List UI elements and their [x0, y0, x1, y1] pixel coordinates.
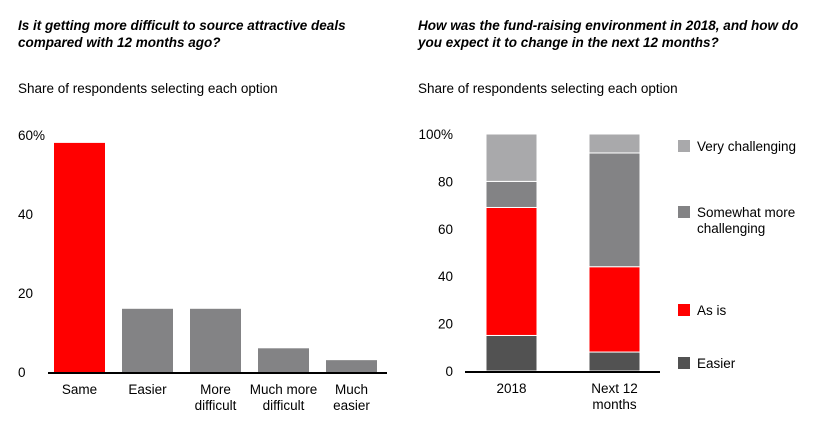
- left-x-tick-label: Same: [62, 382, 97, 397]
- right-y-tick-label: 20: [438, 317, 453, 332]
- left-y-tick-label: 40: [18, 207, 33, 222]
- left-x-tick-label: Easier: [128, 382, 167, 397]
- left-y-tick-label: 0: [18, 365, 26, 380]
- right-chart-title: How was the fund-raising environment in …: [418, 18, 799, 50]
- legend-label: challenging: [697, 221, 765, 236]
- left-bar: [54, 142, 105, 372]
- left-x-tick-label: difficult: [195, 398, 237, 413]
- legend-label: Easier: [697, 356, 736, 371]
- right-x-tick-label: Next 12: [591, 381, 638, 396]
- left-bar: [258, 348, 309, 372]
- legend-swatch: [678, 304, 690, 316]
- right-y-tick-label: 0: [445, 364, 453, 379]
- left-bar: [326, 360, 377, 372]
- right-x-tick-label: months: [592, 397, 637, 412]
- left-x-tick-label: difficult: [263, 398, 305, 413]
- legend-swatch: [678, 206, 690, 218]
- legend-swatch: [678, 140, 690, 152]
- right-stacked-segment: [485, 133, 538, 182]
- left-x-tick-label: Much more: [250, 382, 318, 397]
- right-stacked-segment: [588, 266, 641, 353]
- right-stacked-segment: [588, 351, 641, 372]
- right-stacked-segment: [588, 152, 641, 268]
- left-x-tick-label: easier: [333, 398, 370, 413]
- left-x-tick-label: Much: [335, 382, 368, 397]
- right-x-tick-label: 2018: [496, 381, 526, 396]
- left-bar: [122, 308, 173, 372]
- left-x-tick-label: More: [200, 382, 231, 397]
- right-y-tick-label: 100%: [418, 127, 453, 142]
- left-y-tick-label: 60%: [18, 128, 45, 143]
- legend-label: Somewhat more: [697, 205, 795, 220]
- left-bar: [190, 308, 241, 372]
- left-chart-subtitle: Share of respondents selecting each opti…: [18, 81, 278, 96]
- right-stacked-segment: [588, 133, 641, 154]
- right-y-tick-label: 40: [438, 269, 453, 284]
- legend-label: Very challenging: [697, 139, 796, 154]
- legend-swatch: [678, 357, 690, 369]
- left-chart-title: Is it getting more difficult to source a…: [18, 18, 346, 50]
- right-y-tick-label: 80: [438, 174, 453, 189]
- right-chart-subtitle: Share of respondents selecting each opti…: [418, 81, 678, 96]
- right-stacked-segment: [485, 206, 538, 336]
- left-y-tick-label: 20: [18, 286, 33, 301]
- right-stacked-segment: [485, 180, 538, 208]
- legend-label: As is: [697, 303, 727, 318]
- right-y-tick-label: 60: [438, 222, 453, 237]
- right-stacked-segment: [485, 334, 538, 372]
